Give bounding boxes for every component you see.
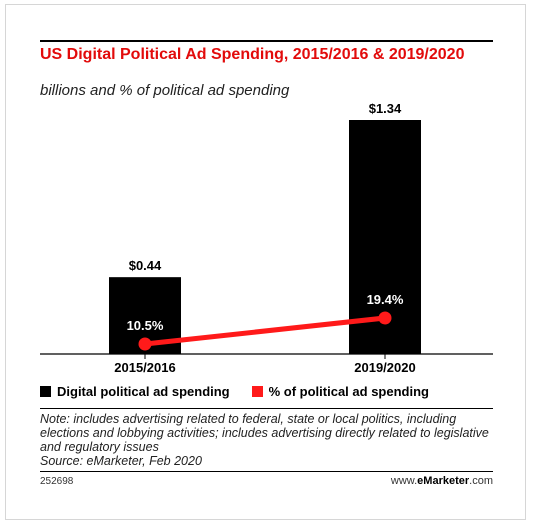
website-credit[interactable]: www.eMarketer.com <box>391 475 493 487</box>
chart-frame <box>5 4 526 520</box>
bar-value-label: $0.44 <box>129 258 162 273</box>
percent-point <box>378 311 392 325</box>
x-tick-group: 2015/2016 2019/2020 <box>114 354 416 375</box>
x-tick-label: 2019/2020 <box>354 360 415 375</box>
note-rule <box>40 408 493 409</box>
top-rule <box>40 40 493 42</box>
footnote: Note: includes advertising related to fe… <box>40 412 500 468</box>
legend-item-spending: Digital political ad spending <box>40 384 230 399</box>
website-brand: eMarketer <box>417 475 470 487</box>
bar-group: $0.44 $1.34 <box>109 101 421 354</box>
x-tick-label: 2015/2016 <box>114 360 175 375</box>
source-text: Source: eMarketer, Feb 2020 <box>40 454 202 468</box>
website-suffix: .com <box>469 475 493 487</box>
chart-title: US Digital Political Ad Spending, 2015/2… <box>40 46 465 63</box>
bar-value-label: $1.34 <box>369 101 402 116</box>
legend-swatch-spending <box>40 386 51 397</box>
legend: Digital political ad spending % of polit… <box>40 384 451 399</box>
chart-id: 252698 <box>40 476 74 487</box>
percent-point <box>138 337 152 351</box>
percent-value-label: 10.5% <box>127 318 164 333</box>
legend-swatch-percent <box>251 386 263 397</box>
bottom-rule <box>40 471 493 472</box>
percent-value-label: 19.4% <box>367 292 404 307</box>
percent-series-line <box>142 315 388 347</box>
legend-item-percent: % of political ad spending <box>251 384 429 399</box>
percent-line-group: 10.5% 19.4% <box>127 292 404 351</box>
chart-subtitle: billions and % of political ad spending <box>40 82 290 99</box>
note-text: Note: includes advertising related to fe… <box>40 412 489 454</box>
legend-label-percent: % of political ad spending <box>268 384 429 399</box>
website-prefix: www. <box>390 475 418 487</box>
legend-label-spending: Digital political ad spending <box>57 384 230 399</box>
